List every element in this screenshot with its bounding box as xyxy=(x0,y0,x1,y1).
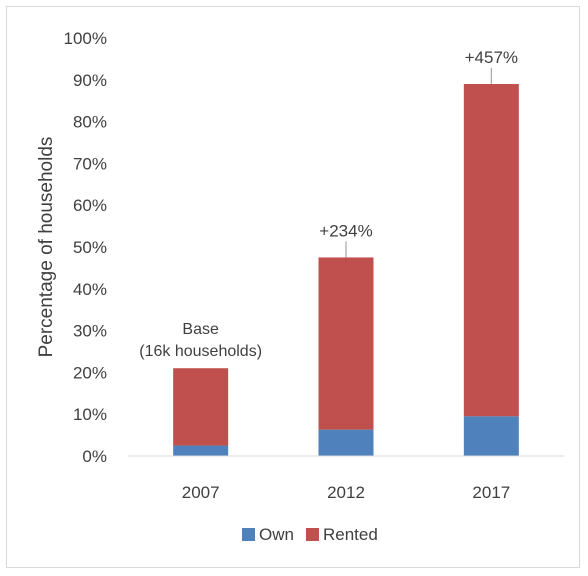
bar-own-2017 xyxy=(463,416,519,456)
y-tick-label: 60% xyxy=(73,196,107,215)
bar-own-2012 xyxy=(318,429,374,456)
x-tick-label: 2017 xyxy=(472,483,510,502)
y-tick-label: 90% xyxy=(73,71,107,90)
y-tick-label: 40% xyxy=(73,280,107,299)
bar-own-2007 xyxy=(173,445,229,456)
legend: Own Rented xyxy=(242,525,378,544)
y-tick-label: 30% xyxy=(73,322,107,341)
bar-rented-2012 xyxy=(318,257,374,430)
legend-label-rented: Rented xyxy=(323,525,378,544)
y-tick-label: 0% xyxy=(82,447,107,466)
annotation-label: +457% xyxy=(465,48,518,67)
y-axis-label: Percentage of households xyxy=(36,137,57,358)
legend-label-own: Own xyxy=(259,525,294,544)
y-tick-label: 100% xyxy=(64,29,107,48)
x-axis-ticks: 2007 2012 2017 xyxy=(182,483,510,502)
bar-rented-2017 xyxy=(463,83,519,417)
bar-annotations: Base (16k households) +234% +457% xyxy=(139,48,518,360)
annotation-label: Base xyxy=(182,321,219,338)
legend-swatch-rented xyxy=(305,528,319,541)
y-axis-ticks: 0% 10% 20% 30% 40% 50% 60% 70% 80% 90% 100% xyxy=(64,29,107,466)
y-tick-label: 10% xyxy=(73,405,107,424)
legend-swatch-own xyxy=(242,528,255,541)
bars xyxy=(173,83,519,456)
x-tick-label: 2012 xyxy=(327,483,365,502)
y-tick-label: 70% xyxy=(73,154,107,173)
annotation-label: (16k households) xyxy=(139,343,262,360)
y-tick-label: 80% xyxy=(73,113,107,132)
annotation-label: +234% xyxy=(319,221,372,240)
x-tick-label: 2007 xyxy=(182,483,220,502)
bar-rented-2007 xyxy=(173,368,229,446)
y-tick-label: 50% xyxy=(73,238,107,257)
y-tick-label: 20% xyxy=(73,363,107,382)
